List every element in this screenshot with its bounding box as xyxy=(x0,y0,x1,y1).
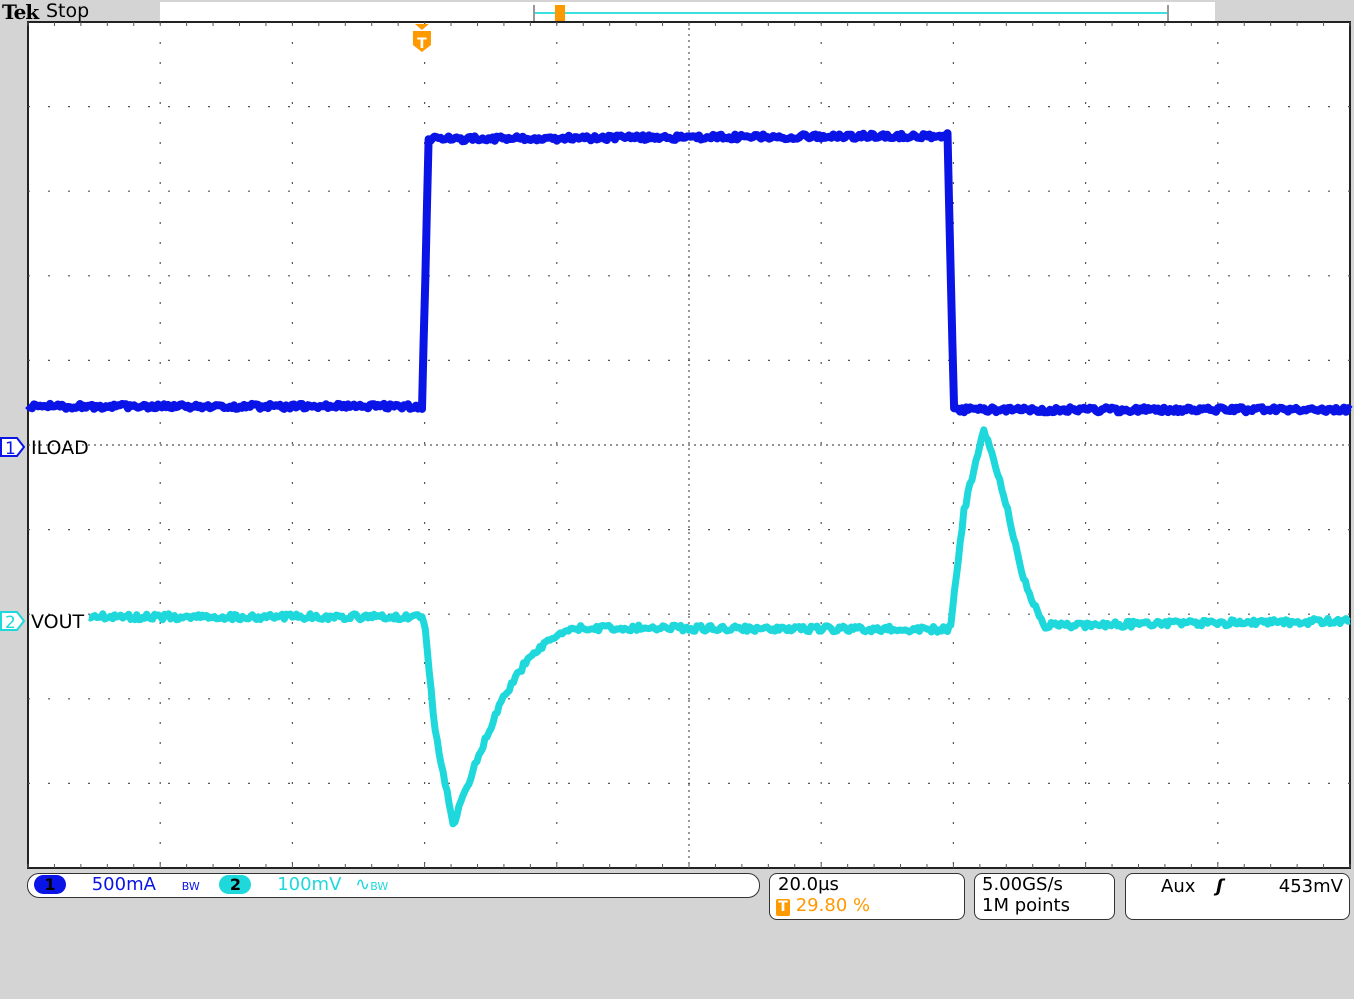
timebase-readout[interactable]: 20.0µs T 29.80 % xyxy=(769,873,965,920)
horizontal-scale: 20.0µs xyxy=(770,874,964,895)
record-length: 1M points xyxy=(975,895,1114,916)
ac-coupling-icon: ∿ xyxy=(355,874,370,895)
channel-1-badge[interactable]: 1 xyxy=(34,875,66,894)
record-trigger-icon xyxy=(555,5,565,21)
trigger-position-label: T xyxy=(417,36,427,52)
channel-readout-bar: 1 500mA BW 2 100mV ∿BW xyxy=(27,873,760,898)
bandwidth-limit-icon: BW xyxy=(182,880,200,893)
channel-2-badge[interactable]: 2 xyxy=(219,875,251,894)
channel-2-marker-number: 2 xyxy=(5,613,16,633)
channel-1-marker-number: 1 xyxy=(5,439,16,459)
channel-2-scale[interactable]: 100mV xyxy=(277,874,341,895)
waveform-display: 1 ILOAD 2 VOUT T xyxy=(0,0,1354,999)
acquisition-readout[interactable]: 5.00GS/s 1M points xyxy=(974,873,1115,920)
channel-1-label: ILOAD xyxy=(31,437,89,459)
sample-rate: 5.00GS/s xyxy=(975,874,1114,895)
trigger-position: 29.80 % xyxy=(796,895,870,916)
trigger-position-icon: T xyxy=(776,899,790,916)
trigger-readout[interactable]: Aux ʃ 453mV xyxy=(1125,873,1350,920)
trigger-source: Aux xyxy=(1161,876,1195,897)
channel-2-label: VOUT xyxy=(31,611,85,633)
bandwidth-limit-icon: BW xyxy=(370,880,388,893)
channel-1-scale[interactable]: 500mA xyxy=(92,874,156,895)
trigger-level: 453mV xyxy=(1279,876,1343,897)
rising-edge-icon: ʃ xyxy=(1216,876,1223,897)
